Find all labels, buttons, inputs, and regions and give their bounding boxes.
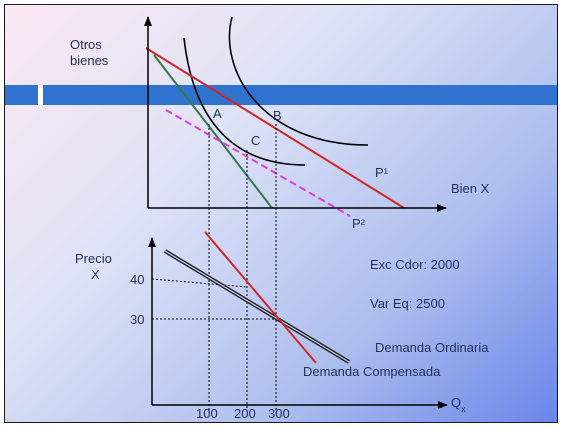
lower-panel: Precio X Qx 40 30 100 200 300 Exc Cdor: … [75,231,489,421]
upper-y-axis-label-line2: bienes [70,53,109,68]
slide [4,4,558,423]
indifference-curve-high [228,16,369,146]
lower-x-axis-label-sub: x [461,404,466,414]
consumer-surplus-annotation: Exc Cdor: 2000 [370,257,460,272]
lower-x-axis-label: Qx [451,395,466,414]
point-b-label: B [273,108,282,123]
price-tick-40: 40 [130,272,144,287]
budget-line-p2-dashed [165,109,351,217]
budget-line-p2-label: P² [352,216,366,231]
title-bar-right [43,85,557,105]
price-guide-40 [151,278,248,288]
lower-y-axis-label-line2: X [91,267,100,282]
point-c-label: C [251,133,260,148]
indifference-curve-low [183,37,306,166]
compensated-demand-label: Demanda Compensada [303,364,441,379]
ordinary-demand-label: Demanda Ordinaria [375,340,489,355]
price-tick-30: 30 [130,312,144,327]
quantity-tick-100: 100 [196,406,218,421]
title-bar-gap [38,85,43,105]
quantity-tick-300: 300 [268,406,290,421]
title-bar-left [5,85,38,105]
quantity-tick-200: 200 [234,406,256,421]
ordinary-demand-curve [204,231,317,364]
budget-line-original [153,54,273,209]
upper-y-axis-label-line1: Otros [70,37,102,52]
equivalent-variation-annotation: Var Eq: 2500 [370,296,445,311]
compensated-demand-curve-inner [164,250,350,363]
budget-line-p1-label: P¹ [375,165,389,180]
lower-y-axis-label-line1: Precio [75,251,112,266]
point-a-label: A [213,106,222,121]
lower-x-axis-label-main: Q [451,395,461,410]
budget-line-p1 [145,47,405,209]
upper-x-axis-label: Bien X [451,181,490,196]
upper-panel: Otros bienes Bien X A B C P¹ P² [70,16,490,413]
